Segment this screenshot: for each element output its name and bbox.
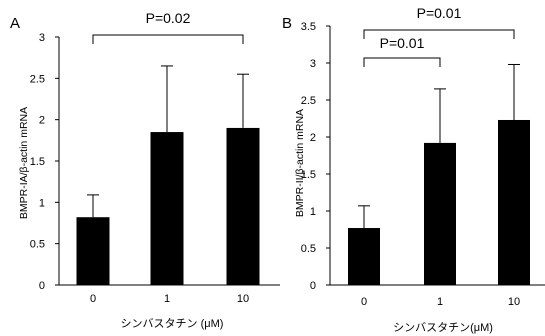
p-value-label: P=0.02 <box>146 10 191 26</box>
significance-bracket <box>363 57 441 67</box>
bar <box>150 132 184 285</box>
y-tick-label: 2 <box>39 115 45 127</box>
y-tick-label: 1.5 <box>301 169 316 181</box>
y-tick-label: 1 <box>310 206 316 218</box>
x-tick-label: 10 <box>508 296 520 308</box>
significance-bracket <box>363 29 515 39</box>
bar <box>424 142 456 285</box>
y-tick-label: 2.5 <box>30 73 45 85</box>
bar <box>348 228 380 285</box>
y-axis-label: BMPR-IA/β-actin mRNA <box>18 107 30 219</box>
y-tick-label: 3.5 <box>301 21 316 33</box>
panel-label: B <box>282 15 292 32</box>
bar <box>226 127 260 285</box>
y-tick-label: 1.5 <box>30 156 45 168</box>
y-tick-label: 1 <box>39 197 45 209</box>
y-axis-label: BMPR-II/β-actin mRNA <box>294 109 306 217</box>
chart-panel-b: B 0 0.5 1 1.5 2 2.5 3 3.5 0 1 10 P=0.01 P=0.01 BMPR-II… <box>282 5 545 334</box>
x-tick-label: 10 <box>237 293 249 305</box>
x-axis-label: シンバスタチン(μM) <box>393 321 493 334</box>
panel-label: A <box>10 15 20 32</box>
x-tick-label: 0 <box>90 293 96 305</box>
p-value-label: P=0.01 <box>380 35 425 51</box>
significance-bracket <box>92 34 244 44</box>
x-axis-label: シンバスタチン (μM) <box>121 317 224 330</box>
x-tick-label: 0 <box>361 296 367 308</box>
y-tick-label: 0.5 <box>30 239 45 251</box>
y-tick-label: 0 <box>39 280 45 292</box>
chart-panel-a: A 0 0.5 1 1.5 2 2.5 3 0 1 10 P=0.02 BMPR-IA/β-actin … <box>10 10 280 330</box>
bar <box>76 217 110 285</box>
y-tick-label: 0.5 <box>301 243 316 255</box>
x-tick-label: 1 <box>164 293 170 305</box>
y-tick-label: 2 <box>310 132 316 144</box>
y-tick-label: 0 <box>310 280 316 292</box>
bar <box>498 119 530 285</box>
y-tick-label: 3 <box>39 32 45 44</box>
x-tick-label: 1 <box>437 296 443 308</box>
y-tick-label: 3 <box>310 58 316 70</box>
p-value-label: P=0.01 <box>417 5 462 21</box>
y-tick-label: 2.5 <box>301 95 316 107</box>
